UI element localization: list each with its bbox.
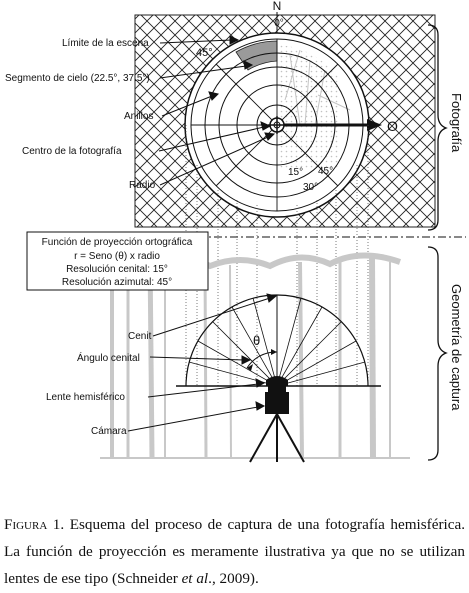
radius-arrow [277, 119, 382, 131]
label-anillos: Anillos [124, 111, 153, 122]
box-line-1: Función de proyección ortográfica [42, 237, 193, 248]
side-brace-photo [427, 24, 448, 231]
deg-45-label: 45° [318, 166, 333, 177]
hemispherical-capture-diagram: N 0° 45° O 15° 30° 45° Fotografía Geomet… [5, 0, 466, 463]
box-line-3: Resolución cenital: 15° [66, 264, 168, 275]
deg-45-top-label: 45° [196, 47, 213, 59]
caption-etal: et al [181, 570, 209, 587]
label-segmento: Segmento de cielo (22.5°, 37.5°) [5, 73, 150, 84]
callout-labels: Límite de la escena Segmento de cielo (2… [5, 38, 156, 437]
deg-30-label: 30° [303, 182, 318, 193]
label-limite: Límite de la escena [62, 38, 149, 49]
camera-icon [265, 392, 289, 414]
box-line-2: r = Seno (θ) x radio [74, 251, 160, 262]
figure-caption: Figura 1. Esquema del proceso de captura… [4, 511, 465, 592]
label-camara: Cámara [91, 426, 127, 437]
theta-label: θ [253, 333, 260, 348]
side-brace-capture [427, 246, 448, 461]
label-centro: Centro de la fotografía [22, 146, 122, 157]
lens-icon [266, 376, 288, 392]
deg-15-label: 15° [288, 167, 303, 178]
zenith-angle-arc [246, 349, 278, 371]
west-label: O [387, 118, 398, 134]
deg-0-label: 0° [274, 18, 284, 29]
caption-text-b: ., 2009). [208, 570, 259, 587]
projection-box [26, 231, 209, 291]
side-label-capture: Geometría de captura [449, 284, 464, 411]
label-radio: Radio [129, 180, 156, 191]
callout-arrows [127, 35, 278, 432]
label-cenit: Cenit [128, 331, 152, 342]
side-label-photo: Fotografía [449, 93, 464, 153]
caption-text-a: Esquema del proceso de captura de una fo… [4, 516, 466, 587]
hemisphere [185, 294, 369, 387]
box-line-4: Resolución azimutal: 45° [62, 277, 172, 288]
label-lente: Lente hemisférico [46, 392, 125, 403]
caption-lead: Figura 1. [4, 516, 65, 533]
north-label: N [273, 0, 282, 13]
label-angulo: Ángulo cenital [77, 351, 140, 364]
photo-center-target [268, 116, 286, 134]
projection-lines [185, 125, 369, 386]
tripod-icon [249, 413, 305, 463]
canopy-texture [277, 45, 351, 170]
